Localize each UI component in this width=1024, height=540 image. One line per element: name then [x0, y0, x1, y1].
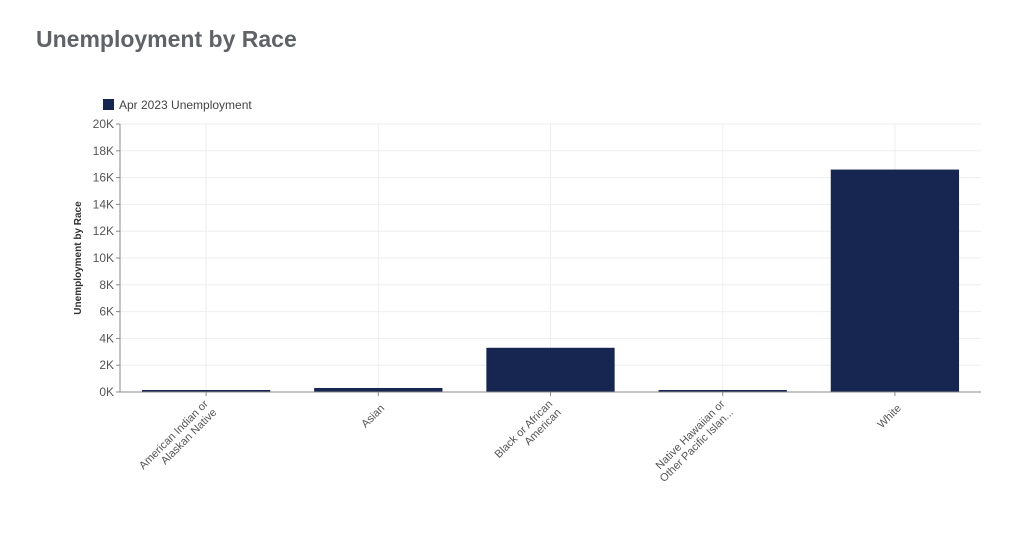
bars — [141, 169, 960, 392]
legend-swatch — [103, 99, 114, 110]
y-tick-label: 4K — [99, 331, 114, 345]
bar[interactable] — [830, 169, 960, 392]
x-tick-label: American Indian orAlaskan Native — [137, 398, 219, 480]
bar[interactable] — [141, 390, 271, 392]
x-tick-label: Black or AfricanAmerican — [493, 398, 564, 469]
y-axis-label: Unemployment by Race — [73, 201, 84, 315]
y-tick-label: 2K — [99, 358, 114, 372]
legend-label: Apr 2023 Unemployment — [119, 98, 252, 112]
x-axis-ticks: American Indian orAlaskan Native Asian Bla… — [137, 392, 904, 485]
y-tick-label: 18K — [93, 144, 114, 158]
bar[interactable] — [658, 390, 787, 392]
y-tick-label: 20K — [93, 117, 114, 131]
y-tick-label: 6K — [99, 305, 114, 319]
x-tick-label: Native Hawaiian orOther Pacific Islan... — [649, 398, 736, 485]
y-tick-label: 0K — [99, 385, 114, 399]
x-tick-label: Asian — [359, 402, 387, 430]
y-tick-label: 10K — [93, 251, 114, 265]
x-tick-label: White — [875, 402, 903, 430]
legend: Apr 2023 Unemployment — [103, 98, 252, 112]
bar[interactable] — [314, 387, 443, 392]
bar[interactable] — [486, 347, 615, 392]
y-tick-label: 8K — [99, 278, 114, 292]
y-tick-label: 16K — [93, 171, 114, 185]
y-tick-label: 14K — [93, 197, 114, 211]
page-title: Unemployment by Race — [36, 26, 297, 52]
y-tick-label: 12K — [93, 224, 114, 238]
y-axis-ticks: 0K 2K 4K 6K 8K 10K 12K 14K 16K 18K 20K — [93, 117, 120, 399]
